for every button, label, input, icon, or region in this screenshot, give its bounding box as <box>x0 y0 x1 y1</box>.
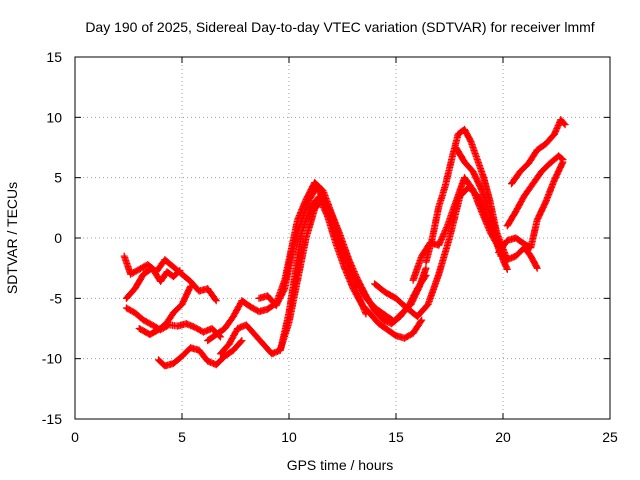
grid-lines <box>75 57 610 419</box>
y-tick-label: 0 <box>54 230 62 246</box>
x-axis-label: GPS time / hours <box>287 457 394 473</box>
x-tick-label: 0 <box>71 429 79 445</box>
x-tick-label: 5 <box>178 429 186 445</box>
x-tick-label: 25 <box>602 429 618 445</box>
y-tick-label: 5 <box>54 170 62 186</box>
series-track-5 <box>135 282 195 339</box>
x-tick-label: 10 <box>281 429 297 445</box>
y-tick-labels: -15 -10 -5 0 5 10 15 <box>42 49 62 427</box>
series-plus-markers <box>507 116 569 188</box>
series-plus-markers <box>495 158 567 257</box>
series-track-14 <box>503 152 567 230</box>
series-plus-markers <box>276 195 370 353</box>
series-track-3 <box>122 264 184 302</box>
chart-title: Day 190 of 2025, Sidereal Day-to-day VTE… <box>85 19 594 35</box>
x-tick-label: 15 <box>388 429 404 445</box>
y-tick-label: -10 <box>42 351 62 367</box>
series-plus-markers <box>503 152 567 230</box>
x-tick-label: 20 <box>495 429 511 445</box>
axis-ticks <box>74 56 611 420</box>
series-track-9 <box>276 195 370 353</box>
y-tick-label: -15 <box>42 411 62 427</box>
series-track-4 <box>154 336 246 370</box>
series-plus-markers <box>154 336 246 370</box>
series-plus-markers <box>122 264 184 302</box>
y-tick-label: 15 <box>46 49 62 65</box>
data-series-group <box>120 116 569 370</box>
y-tick-label: 10 <box>46 109 62 125</box>
y-tick-label: -5 <box>50 290 63 306</box>
series-track-1 <box>120 252 220 305</box>
series-track-13 <box>452 143 541 272</box>
series-plus-markers <box>135 282 195 339</box>
series-track-16 <box>495 158 567 257</box>
y-axis-label: SDTVAR / TECUs <box>4 182 20 294</box>
series-plus-markers <box>452 143 541 272</box>
x-tick-labels: 0 5 10 15 20 25 <box>71 429 618 445</box>
series-track-15 <box>507 116 569 188</box>
